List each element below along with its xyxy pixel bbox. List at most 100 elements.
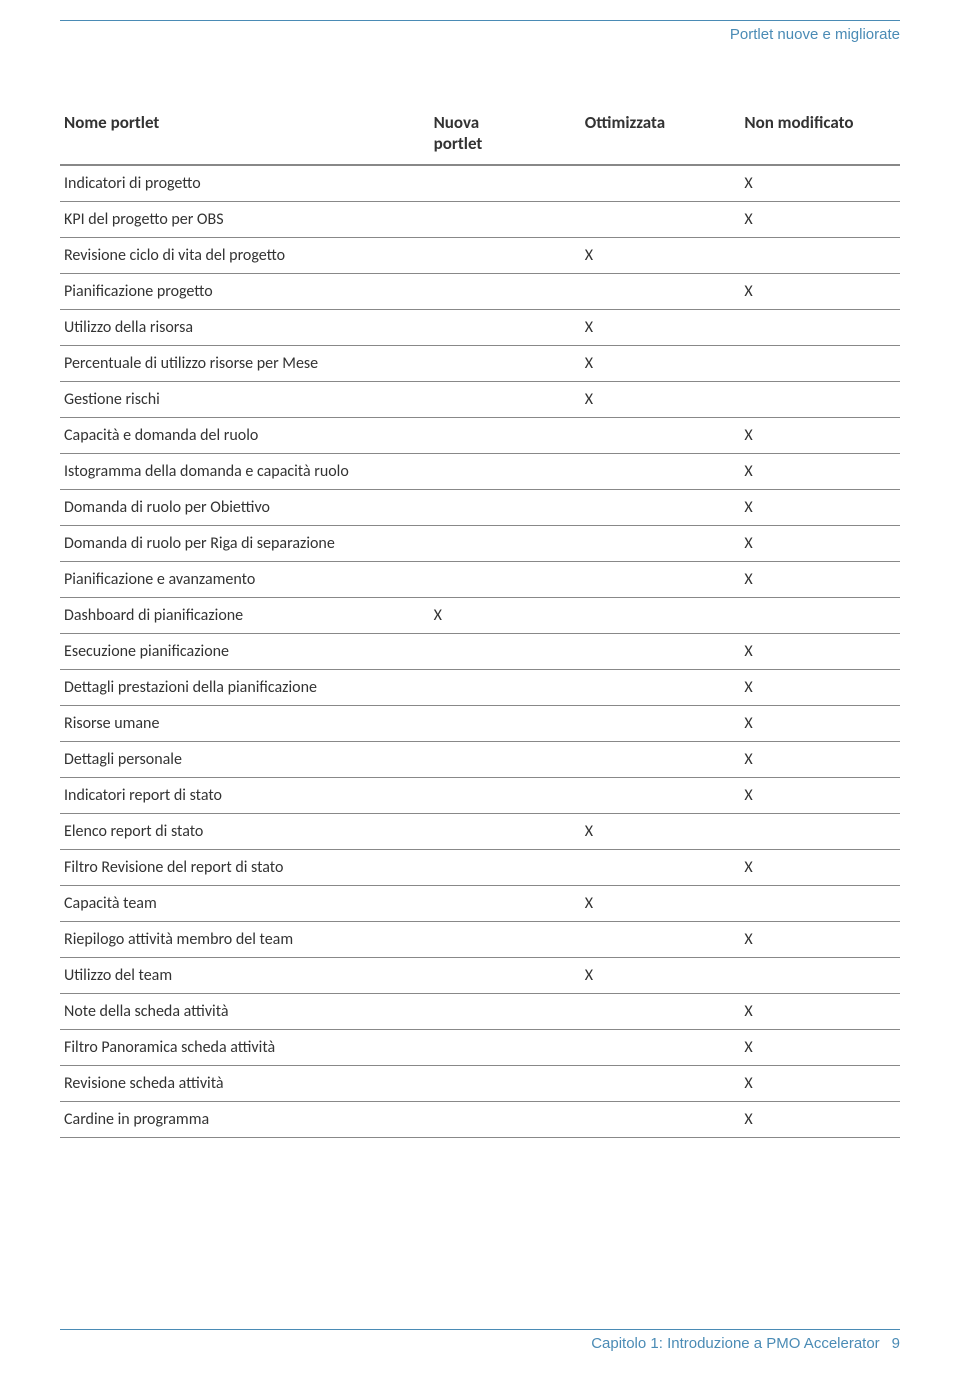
table-header-row: Nome portlet Nuovaportlet Ottimizzata No…: [60, 104, 900, 165]
cell-unm: X: [740, 742, 900, 778]
cell-name: Filtro Panoramica scheda attività: [60, 1030, 430, 1066]
cell-opt: X: [581, 382, 741, 418]
cell-unm: [740, 346, 900, 382]
cell-opt: [581, 202, 741, 238]
footer-chapter: Capitolo 1: Introduzione a PMO Accelerat…: [591, 1335, 880, 1352]
cell-name: Domanda di ruolo per Riga di separazione: [60, 526, 430, 562]
table-row: Revisione ciclo di vita del progettoX: [60, 238, 900, 274]
cell-unm: X: [740, 526, 900, 562]
cell-new: [430, 994, 581, 1030]
cell-unm: X: [740, 1102, 900, 1138]
table-row: Elenco report di stato X: [60, 814, 900, 850]
table-row: Domanda di ruolo per Obiettivo X: [60, 490, 900, 526]
cell-opt: [581, 778, 741, 814]
table-row: Dashboard di pianificazioneX: [60, 598, 900, 634]
cell-name: Dashboard di pianificazione: [60, 598, 430, 634]
cell-unm: X: [740, 994, 900, 1030]
col-header-unm: Non modificato: [740, 104, 900, 165]
cell-name: Dettagli personale: [60, 742, 430, 778]
table-row: Revisione scheda attività X: [60, 1066, 900, 1102]
cell-opt: [581, 850, 741, 886]
header-title: Portlet nuove e migliorate: [730, 26, 900, 43]
cell-name: Indicatori report di stato: [60, 778, 430, 814]
cell-name: Note della scheda attività: [60, 994, 430, 1030]
cell-opt: [581, 562, 741, 598]
cell-name: Filtro Revisione del report di stato: [60, 850, 430, 886]
cell-new: [430, 526, 581, 562]
cell-unm: X: [740, 490, 900, 526]
cell-new: [430, 634, 581, 670]
cell-name: Elenco report di stato: [60, 814, 430, 850]
cell-opt: X: [581, 814, 741, 850]
cell-opt: [581, 165, 741, 202]
cell-opt: [581, 454, 741, 490]
cell-unm: [740, 886, 900, 922]
cell-new: [430, 310, 581, 346]
cell-unm: X: [740, 922, 900, 958]
cell-unm: X: [740, 202, 900, 238]
table-row: Domanda di ruolo per Riga di separazione…: [60, 526, 900, 562]
cell-unm: [740, 382, 900, 418]
cell-new: [430, 850, 581, 886]
cell-name: Percentuale di utilizzo risorse per Mese: [60, 346, 430, 382]
col-header-opt: Ottimizzata: [581, 104, 741, 165]
table-row: Capacità e domanda del ruoloX: [60, 418, 900, 454]
cell-unm: X: [740, 1066, 900, 1102]
table-row: Istogramma della domanda e capacità ruol…: [60, 454, 900, 490]
cell-unm: [740, 238, 900, 274]
cell-unm: X: [740, 850, 900, 886]
table-row: Capacità teamX: [60, 886, 900, 922]
cell-new: [430, 238, 581, 274]
cell-unm: X: [740, 634, 900, 670]
cell-name: Indicatori di progetto: [60, 165, 430, 202]
cell-new: X: [430, 598, 581, 634]
cell-name: KPI del progetto per OBS: [60, 202, 430, 238]
cell-opt: [581, 1066, 741, 1102]
cell-name: Dettagli prestazioni della pianificazion…: [60, 670, 430, 706]
cell-opt: [581, 1102, 741, 1138]
footer-page-value: 9: [892, 1335, 900, 1352]
cell-new: [430, 1066, 581, 1102]
portlet-table: Nome portlet Nuovaportlet Ottimizzata No…: [60, 104, 900, 1138]
table-row: Filtro Revisione del report di stato X: [60, 850, 900, 886]
cell-name: Revisione ciclo di vita del progetto: [60, 238, 430, 274]
table-row: Dettagli personale X: [60, 742, 900, 778]
cell-unm: [740, 598, 900, 634]
cell-name: Esecuzione pianificazione: [60, 634, 430, 670]
cell-name: Pianificazione progetto: [60, 274, 430, 310]
table-row: Pianificazione progetto X: [60, 274, 900, 310]
cell-opt: [581, 490, 741, 526]
cell-unm: [740, 310, 900, 346]
table-row: KPI del progetto per OBS X: [60, 202, 900, 238]
cell-new: [430, 165, 581, 202]
table-row: Indicatori di progettoX: [60, 165, 900, 202]
cell-name: Domanda di ruolo per Obiettivo: [60, 490, 430, 526]
cell-opt: X: [581, 886, 741, 922]
table-row: Note della scheda attività X: [60, 994, 900, 1030]
cell-unm: X: [740, 1030, 900, 1066]
cell-opt: [581, 634, 741, 670]
cell-new: [430, 958, 581, 994]
cell-name: Utilizzo del team: [60, 958, 430, 994]
cell-unm: X: [740, 706, 900, 742]
cell-new: [430, 1030, 581, 1066]
cell-name: Gestione rischi: [60, 382, 430, 418]
cell-new: [430, 346, 581, 382]
cell-opt: [581, 670, 741, 706]
cell-name: Capacità e domanda del ruolo: [60, 418, 430, 454]
col-header-new-text: Nuovaportlet: [434, 112, 483, 154]
cell-opt: [581, 742, 741, 778]
table-row: Riepilogo attività membro del teamX: [60, 922, 900, 958]
cell-unm: [740, 958, 900, 994]
col-header-name: Nome portlet: [60, 104, 430, 165]
cell-name: Revisione scheda attività: [60, 1066, 430, 1102]
cell-new: [430, 922, 581, 958]
cell-name: Cardine in programma: [60, 1102, 430, 1138]
table-row: Dettagli prestazioni della pianificazion…: [60, 670, 900, 706]
cell-new: [430, 670, 581, 706]
col-header-new: Nuovaportlet: [430, 104, 581, 165]
cell-unm: [740, 814, 900, 850]
cell-opt: [581, 922, 741, 958]
cell-unm: X: [740, 562, 900, 598]
cell-unm: X: [740, 274, 900, 310]
